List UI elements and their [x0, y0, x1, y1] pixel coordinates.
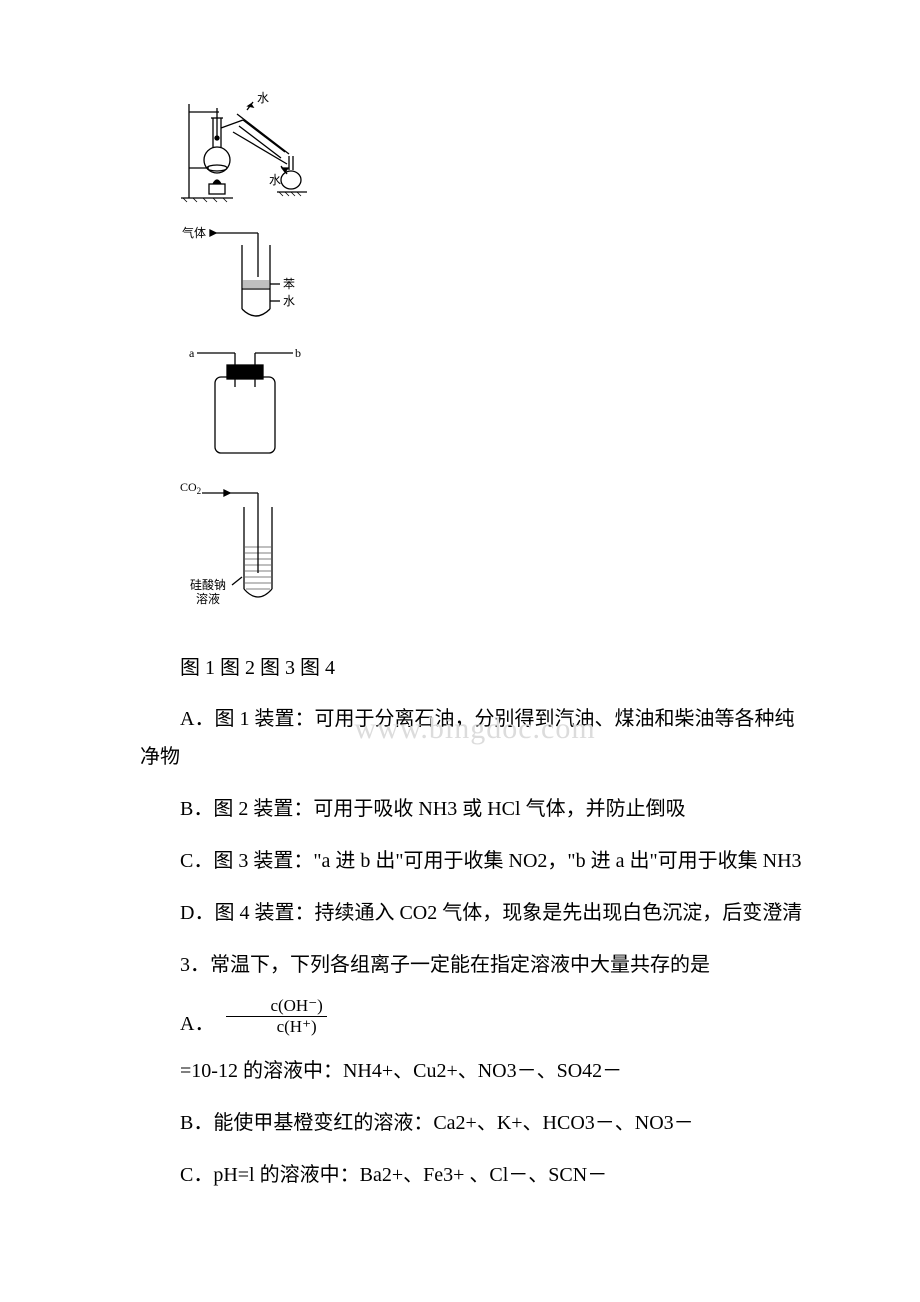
q2-option-c: C．图 3 装置："a 进 b 出"可用于收集 NO2，"b 进 a 出"可用于… [140, 842, 810, 880]
fraction-numerator: c(OH⁻) [226, 996, 326, 1016]
figure-1: 水 水 [173, 90, 318, 205]
question-3: 3．常温下，下列各组离子一定能在指定溶液中大量共存的是 [140, 946, 810, 984]
figures-column: 水 水 [160, 90, 330, 626]
absorption-diagram: 气体 苯 水 [180, 219, 310, 329]
q2-option-a: A．图 1 装置：可用于分离石油，分别得到汽油、煤油和柴油等各种纯净物 [140, 700, 810, 776]
fig4-co2-label: CO2 [180, 480, 201, 496]
fig2-gas-label: 气体 [182, 225, 206, 240]
fraction-denominator: c(H⁺) [233, 1017, 321, 1037]
figure-3: a b [185, 343, 305, 463]
fig4-solution-line1: 硅酸钠 [190, 577, 226, 592]
distillation-diagram: 水 水 [173, 90, 318, 205]
q3-option-a-body: =10-12 的溶液中：NH4+、Cu2+、NO3－、SO42－ [140, 1052, 810, 1090]
co2-silicate-diagram: CO2 硅酸钠 溶液 [180, 477, 310, 612]
fig1-water-top: 水 [257, 91, 269, 105]
fig4-solution-line2: 溶液 [196, 591, 220, 606]
gas-bottle-diagram: a b [185, 343, 305, 463]
q3-option-a-label: A． [140, 1012, 214, 1038]
q3-option-a-fraction-row: A． c(OH⁻) c(H⁺) [140, 996, 810, 1038]
fig3-a-label: a [189, 346, 195, 360]
fig2-water-label: 水 [283, 294, 295, 308]
figure-caption: 图 1 图 2 图 3 图 4 [140, 650, 810, 686]
figure-4: CO2 硅酸钠 溶液 [180, 477, 310, 612]
fig1-water-side: 水 [269, 173, 281, 187]
q3-option-a-fraction: c(OH⁻) c(H⁺) [226, 996, 326, 1038]
fig3-b-label: b [295, 346, 301, 360]
fig2-benzene-label: 苯 [283, 277, 295, 291]
q2-option-b: B．图 2 装置：可用于吸收 NH3 或 HCl 气体，并防止倒吸 [140, 790, 810, 828]
q3-option-b: B．能使甲基橙变红的溶液：Ca2+、K+、HCO3－、NO3－ [140, 1104, 810, 1142]
q2-option-d: D．图 4 装置：持续通入 CO2 气体，现象是先出现白色沉淀，后变澄清 [140, 894, 810, 932]
q3-option-c: C．pH=l 的溶液中：Ba2+、Fe3+ 、Cl－、SCN－ [140, 1156, 810, 1194]
figure-2: 气体 苯 水 [180, 219, 310, 329]
